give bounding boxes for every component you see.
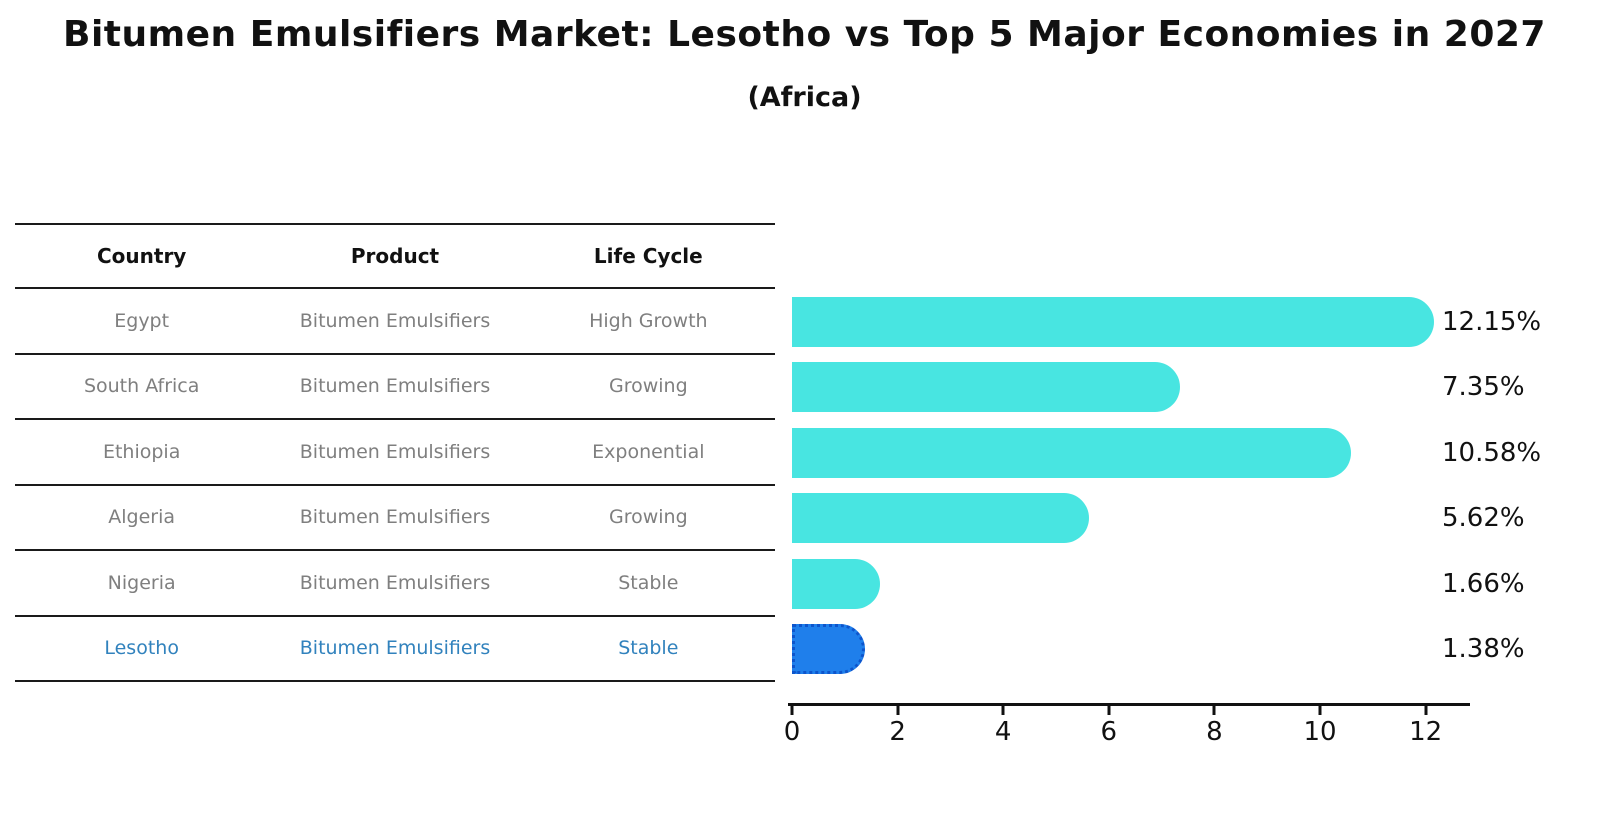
table-row-algeria: Algeria Bitumen Emulsifiers Growing [15,486,775,551]
x-axis-tick [1001,706,1005,715]
bar-lesotho-highlighted [792,624,865,675]
column-header-country: Country [96,244,187,268]
x-axis-line [788,703,1470,706]
table-row-egypt: Egypt Bitumen Emulsifiers High Growth [15,289,775,355]
bar-row-egypt: 12.15% [792,289,1541,355]
table-header-row: Country Product Life Cycle [15,223,775,289]
cell-country: Lesotho [104,637,179,660]
cell-product: Bitumen Emulsifiers [299,309,491,332]
cell-country: Algeria [108,506,176,529]
cell-country: Nigeria [107,571,176,594]
cell-life-cycle: Stable [618,637,679,660]
bar-value-label: 7.35% [1442,372,1525,403]
x-axis-tick [1318,706,1322,715]
bar-row-nigeria: 1.66% [792,551,1525,617]
bar-row-lesotho: 1.38% [792,617,1525,683]
bar-value-label: 1.38% [1442,634,1525,665]
cell-product: Bitumen Emulsifiers [299,637,491,660]
bar-algeria [792,493,1089,544]
bar-value-label: 12.15% [1442,306,1542,337]
x-axis-tick-label: 10 [1303,717,1337,747]
chart-title: Bitumen Emulsifiers Market: Lesotho vs T… [63,14,1546,55]
cell-life-cycle: Growing [608,506,688,529]
x-axis-tick-label: 8 [1206,717,1223,747]
table-row-south-africa: South Africa Bitumen Emulsifiers Growing [15,355,775,420]
bar-value-label: 1.66% [1442,568,1525,599]
bar-row-ethiopia: 10.58% [792,420,1541,486]
cell-product: Bitumen Emulsifiers [299,506,491,529]
cell-product: Bitumen Emulsifiers [299,571,491,594]
bar-row-south-africa: 7.35% [792,355,1525,421]
bar-south-africa [792,362,1181,413]
cell-country: Ethiopia [102,440,181,463]
bar-ethiopia [792,427,1351,478]
bar-row-algeria: 5.62% [792,486,1525,552]
bar-value-label: 5.62% [1442,503,1525,534]
x-axis-tick [896,706,900,715]
x-axis-tick-label: 4 [994,717,1012,747]
column-header-product: Product [350,244,440,268]
table-row-lesotho: Lesotho Bitumen Emulsifiers Stable [15,617,775,682]
cell-country: Egypt [114,309,170,332]
bar-nigeria [792,558,880,609]
x-axis-tick-label: 12 [1409,717,1443,747]
x-axis-tick-label: 0 [783,717,801,747]
cell-life-cycle: Stable [618,571,679,594]
x-axis-ticks: 0 2 4 6 8 10 12 [784,703,1470,753]
bar-chart-area: 12.15% 7.35% 10.58% 5.62% 1.66% 1.38% [792,289,1541,683]
x-axis-tick [1424,706,1428,715]
table-row-ethiopia: Ethiopia Bitumen Emulsifiers Exponential [15,420,775,486]
x-axis-tick [1107,706,1111,715]
country-table: Country Product Life Cycle Egypt Bitumen… [15,223,775,682]
cell-product: Bitumen Emulsifiers [299,375,491,398]
cell-product: Bitumen Emulsifiers [299,440,491,463]
cell-life-cycle: High Growth [589,309,708,332]
x-axis-tick-label: 2 [889,717,906,747]
cell-life-cycle: Growing [608,375,688,398]
x-axis-tick [1212,706,1216,715]
bar-egypt [792,296,1434,347]
x-axis-tick-label: 6 [1100,717,1118,747]
x-axis-tick [790,706,794,715]
bar-value-label: 10.58% [1442,437,1542,468]
x-axis: 0 2 4 6 8 10 12 [784,703,1470,753]
cell-life-cycle: Exponential [592,440,705,463]
chart-subtitle: (Africa) [747,82,862,113]
table-row-nigeria: Nigeria Bitumen Emulsifiers Stable [15,551,775,617]
cell-country: South Africa [83,375,200,398]
column-header-life-cycle: Life Cycle [593,244,703,268]
